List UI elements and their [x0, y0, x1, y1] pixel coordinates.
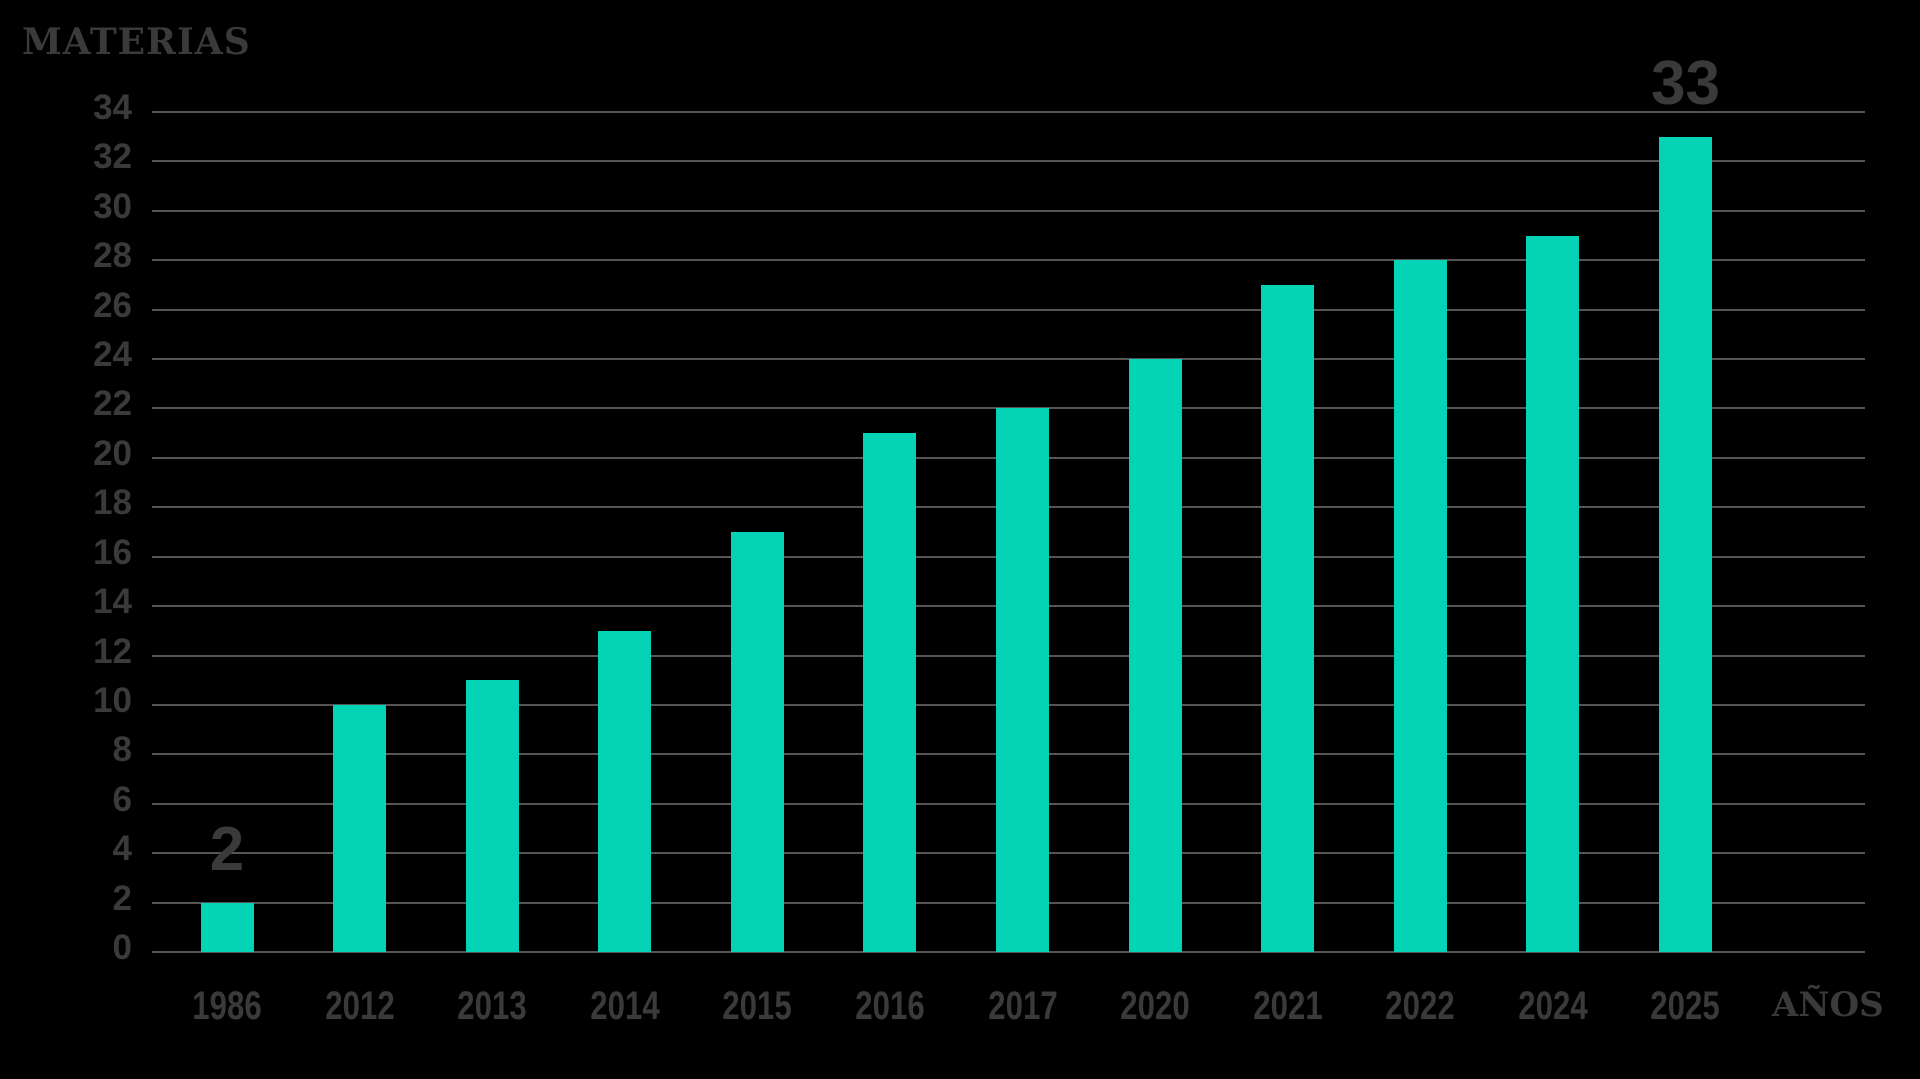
y-tick-label: 12 — [93, 631, 132, 671]
y-tick-label: 22 — [93, 384, 132, 424]
gridline — [152, 111, 1865, 113]
x-tick-label: 2016 — [855, 984, 925, 1028]
bar-2021 — [1261, 284, 1315, 952]
y-tick-label: 8 — [112, 730, 132, 770]
bar-2022 — [1393, 260, 1447, 952]
y-tick-label: 4 — [112, 829, 132, 869]
bar-2025 — [1658, 136, 1712, 952]
x-tick-label: 1986 — [192, 984, 262, 1028]
gridline — [152, 951, 1865, 953]
y-tick-label: 20 — [93, 433, 132, 473]
y-tick-label: 18 — [93, 483, 132, 523]
gridline — [152, 259, 1865, 262]
bar-2016 — [863, 433, 917, 952]
y-tick-label: 2 — [112, 878, 132, 918]
y-tick-label: 6 — [112, 779, 132, 819]
x-tick-label: 2024 — [1518, 984, 1588, 1028]
y-tick-label: 30 — [93, 186, 132, 226]
x-tick-label: 2014 — [590, 984, 660, 1028]
gridline — [152, 358, 1865, 361]
x-tick-label: 2012 — [324, 984, 395, 1028]
bar-value-label: 2 — [209, 814, 245, 884]
gridline — [152, 308, 1865, 311]
bar-2014 — [598, 630, 652, 952]
bar-2020 — [1128, 359, 1182, 952]
gridline — [152, 160, 1865, 163]
bar-2017 — [996, 408, 1050, 952]
x-tick-label: 2015 — [722, 984, 793, 1028]
bar-2015 — [730, 532, 784, 952]
y-tick-label: 16 — [93, 532, 132, 572]
x-tick-label: 2020 — [1120, 984, 1190, 1028]
y-tick-label: 32 — [93, 137, 132, 177]
x-tick-label: 2013 — [457, 984, 527, 1028]
bar-2012 — [333, 704, 387, 952]
plot-area: 2 33 — [152, 52, 1865, 953]
bar-1986 — [200, 902, 254, 952]
bar-value-label: 33 — [1651, 48, 1720, 118]
y-tick-label: 14 — [93, 582, 132, 622]
y-tick-label: 10 — [93, 680, 132, 720]
y-tick-label: 24 — [93, 335, 132, 375]
x-tick-label: 2021 — [1253, 984, 1323, 1028]
x-tick-label: 2017 — [987, 984, 1058, 1028]
x-axis-title: AÑOS — [1772, 985, 1884, 1025]
x-tick-label: 2025 — [1650, 984, 1721, 1028]
chart-title: MATERIAS — [22, 21, 251, 63]
gridline — [152, 209, 1865, 212]
y-tick-label: 26 — [93, 285, 132, 325]
y-tick-label: 28 — [93, 236, 132, 276]
bar-2013 — [465, 680, 519, 952]
y-tick-label: 0 — [112, 928, 132, 967]
bar-2024 — [1526, 235, 1580, 952]
y-tick-label: 34 — [93, 88, 132, 127]
x-tick-label: 2022 — [1385, 984, 1455, 1028]
